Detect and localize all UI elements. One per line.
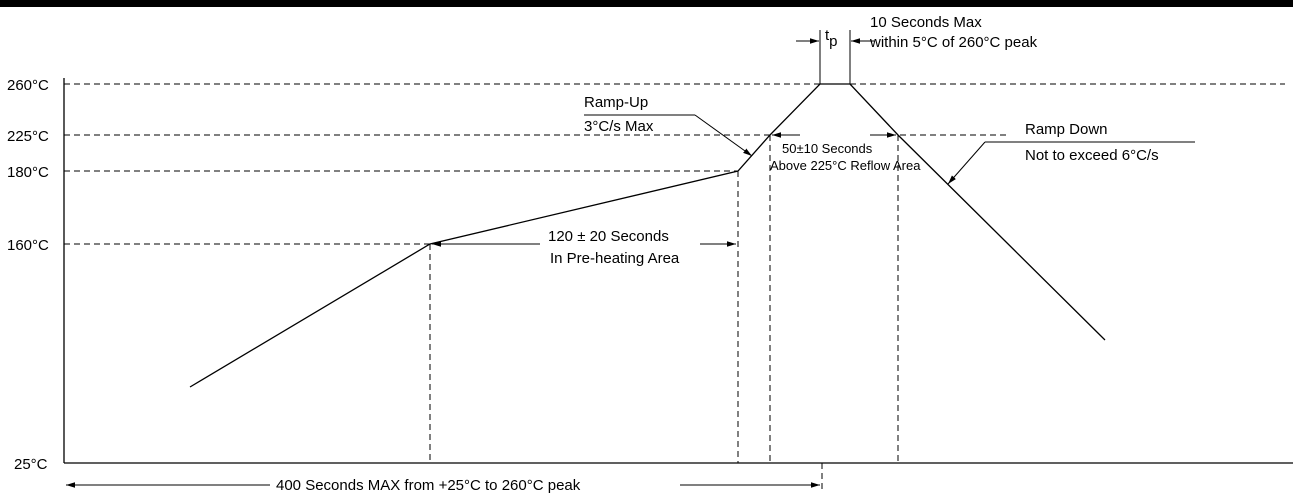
preheat-line1: 120 ± 20 Seconds — [548, 228, 669, 245]
top-border-bar — [0, 0, 1293, 7]
tp-label: tp — [825, 27, 838, 50]
y-tick-225: 225°C — [7, 128, 49, 145]
ramp-down-line2: Not to exceed 6°C/s — [1025, 147, 1159, 164]
ramp-down-line1: Ramp Down — [1025, 121, 1108, 138]
preheat-line2: In Pre-heating Area — [550, 250, 680, 267]
y-tick-160: 160°C — [7, 237, 49, 254]
y-tick-260: 260°C — [7, 77, 49, 94]
ramp-up-leader — [694, 114, 753, 157]
temperature-profile-line — [189, 83, 1106, 388]
reflow-line2: Above 225°C Reflow Area — [770, 158, 921, 173]
peak-note-line2: within 5°C of 260°C peak — [869, 34, 1038, 51]
ramp-down-leader — [947, 141, 986, 185]
ramp-up-line1: Ramp-Up — [584, 94, 648, 111]
y-tick-25: 25°C — [14, 456, 48, 473]
ramp-up-line2: 3°C/s Max — [584, 118, 654, 135]
total-time-label: 400 Seconds MAX from +25°C to 260°C peak — [276, 477, 581, 494]
peak-note-line1: 10 Seconds Max — [870, 14, 982, 31]
y-tick-180: 180°C — [7, 164, 49, 181]
reflow-line1: 50±10 Seconds — [782, 141, 873, 156]
